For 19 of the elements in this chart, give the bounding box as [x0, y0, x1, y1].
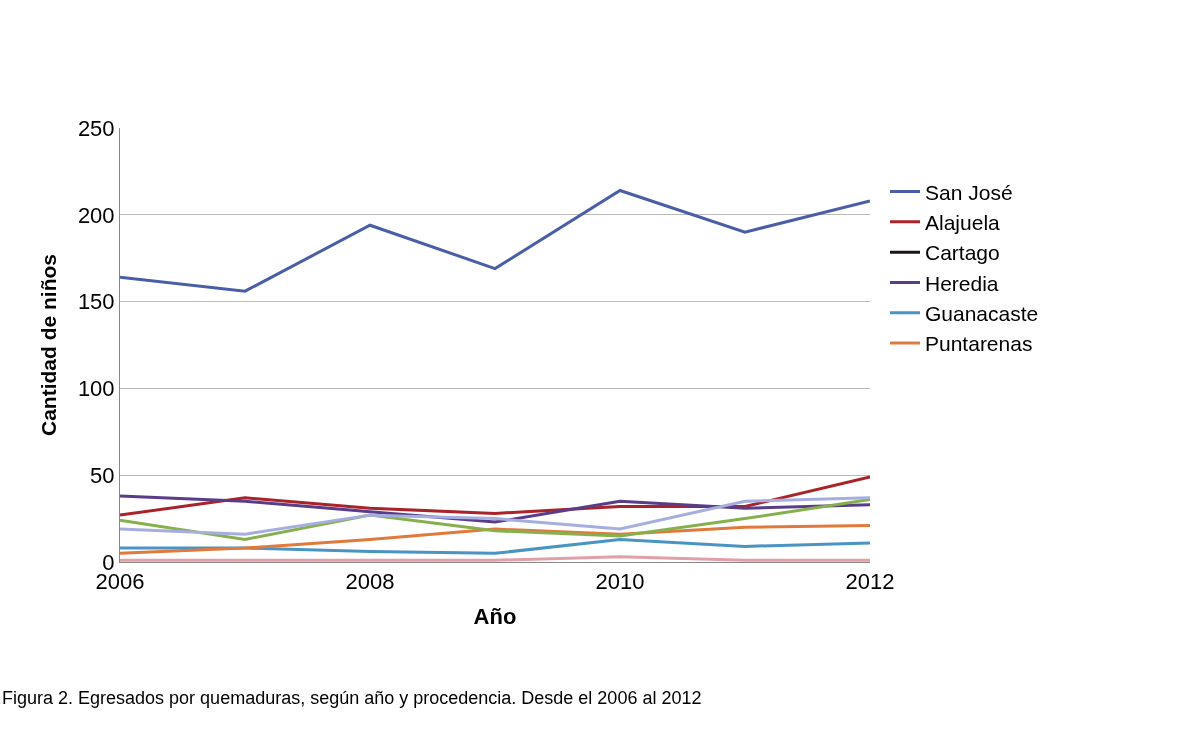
legend-label: Cartago [925, 241, 1000, 265]
y-tick-label: 150 [77, 289, 115, 315]
legend-label: San José [925, 180, 1013, 204]
x-tick-label: 2010 [595, 569, 645, 595]
line-series [120, 189, 870, 293]
x-axis-title: Año [473, 604, 517, 630]
y-tick-label: 100 [77, 376, 115, 402]
line-series [120, 537, 870, 555]
legend-label: Heredia [925, 271, 999, 295]
y-axis-title: Cantidad de niños [37, 253, 61, 437]
y-tick-label: 50 [90, 462, 115, 488]
text: Figura 2. Egresados por quemaduras, según año y procedencia. Desde el 2006 al 2012 [2, 688, 702, 708]
legend-label: Puntarenas [925, 332, 1033, 356]
x-tick-label: 2008 [345, 569, 395, 595]
legend-label: Alajuela [925, 211, 1001, 235]
y-tick-label: 200 [77, 202, 115, 228]
y-tick-label: 250 [77, 115, 115, 141]
legend-label: Guanacaste [925, 301, 1039, 325]
x-tick-label: 2012 [845, 569, 895, 595]
